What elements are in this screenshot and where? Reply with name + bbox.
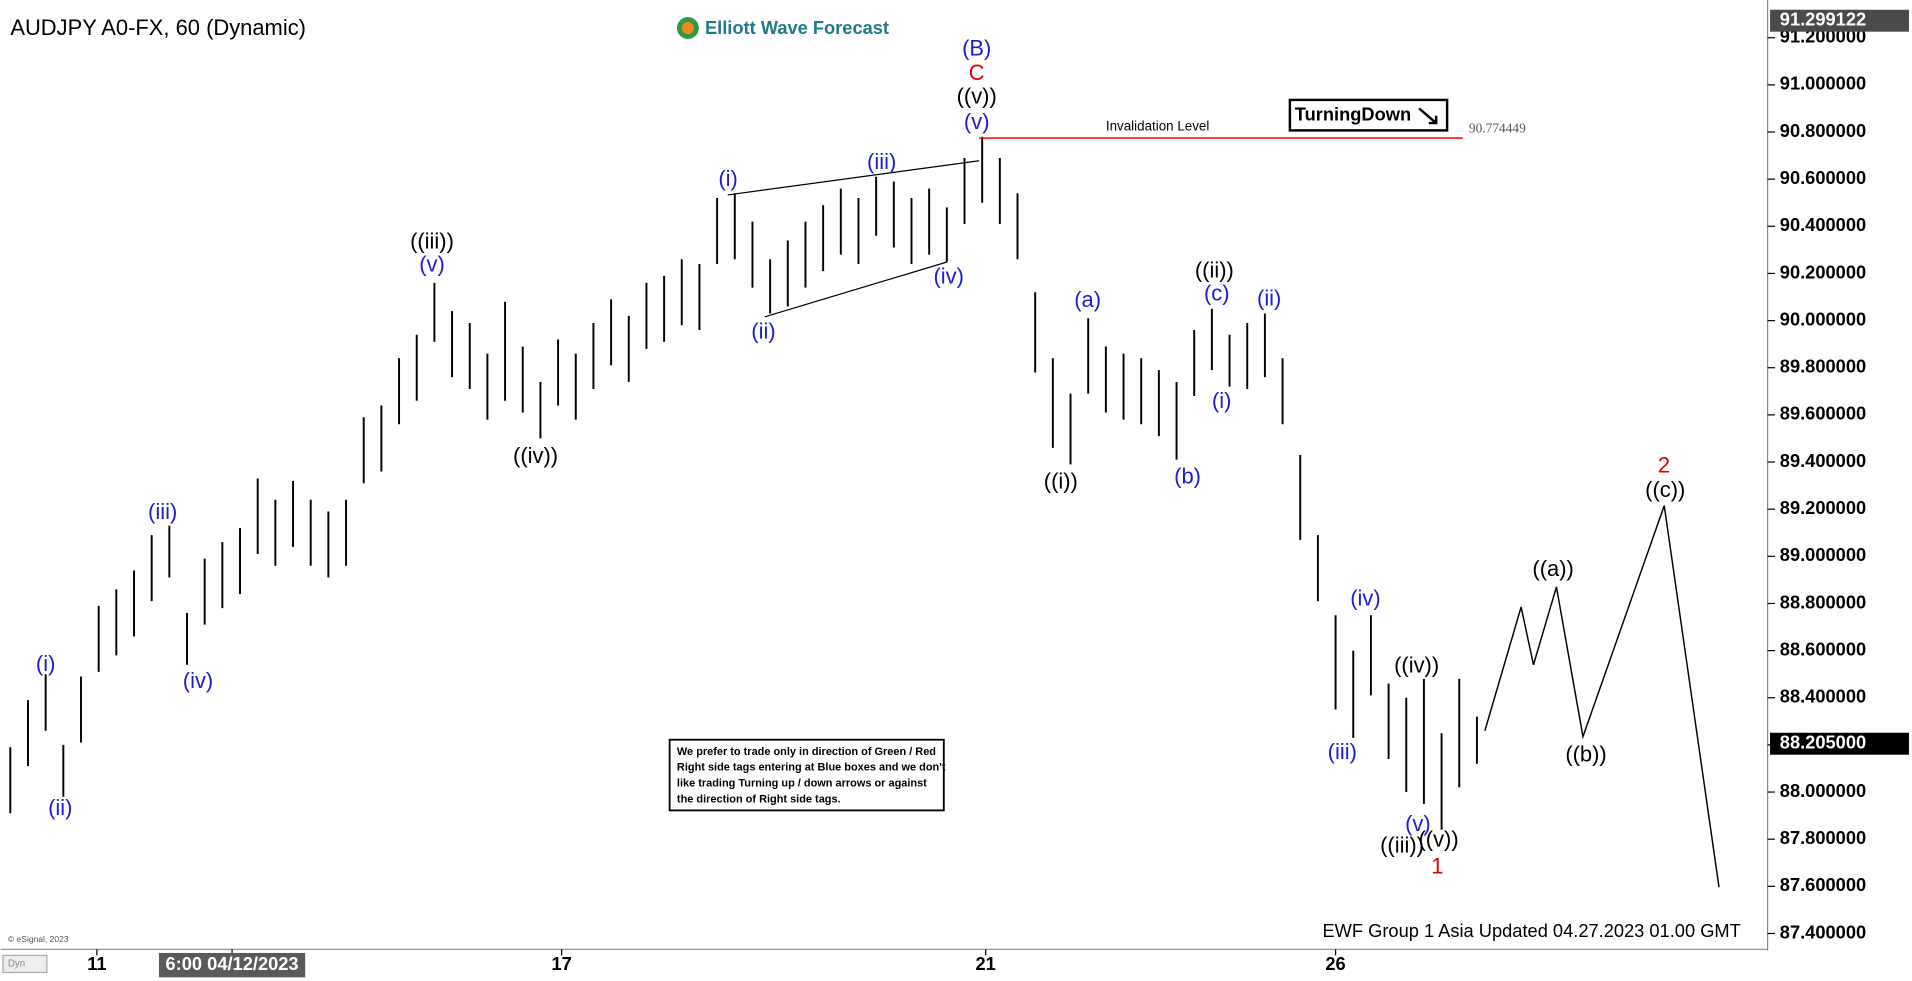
wave-label: (ii) <box>1257 286 1281 311</box>
wave-label: 2 <box>1658 453 1670 478</box>
wave-label: (ii) <box>751 318 775 343</box>
projection-line <box>1484 505 1720 888</box>
badge-arrow <box>1418 107 1438 125</box>
corner-box <box>2 954 48 974</box>
wave-label: ((v)) <box>957 83 997 108</box>
footer: EWF Group 1 Asia Updated 04.27.2023 01.0… <box>1322 920 1740 941</box>
wave-label: (ii) <box>48 795 72 820</box>
y-tick-label: 89.600000 <box>1780 403 1866 424</box>
wave-label: ((i)) <box>1044 468 1078 493</box>
chart-title: AUDJPY A0-FX, 60 (Dynamic) <box>10 15 306 40</box>
y-tick-label: 89.200000 <box>1780 497 1866 518</box>
badge-box <box>1288 98 1449 132</box>
wave-label: (iv) <box>183 668 213 693</box>
wave-label: ((a)) <box>1532 556 1573 581</box>
x-tick-label: 11 <box>87 953 106 974</box>
wave-label: ((iii)) <box>410 228 454 253</box>
y-tick-label: 91.000000 <box>1780 73 1866 94</box>
wave-label: ((iii)) <box>1380 833 1424 858</box>
wave-label: ((iv)) <box>1394 652 1439 677</box>
y-tick-label: 87.400000 <box>1780 921 1866 942</box>
x-tick-label: 17 <box>551 953 571 974</box>
wave-label: (i) <box>36 651 55 676</box>
y-tick-label: 90.600000 <box>1780 167 1866 188</box>
wave-label: ((c)) <box>1645 477 1685 502</box>
x-tick-highlight <box>158 952 306 978</box>
note: We prefer to trade only in direction of … <box>668 738 946 812</box>
corner-label: Dyn <box>8 959 25 970</box>
y-tick-label: 90.200000 <box>1780 261 1866 282</box>
wave-label: (iv) <box>1350 585 1380 610</box>
x-tick-label: 21 <box>976 953 996 974</box>
y-tick-label: 88.800000 <box>1780 591 1866 612</box>
wave-label: (v) <box>419 251 445 276</box>
wedge-line <box>764 261 948 318</box>
note-box <box>668 738 945 812</box>
note-line: the direction of Right side tags. <box>677 793 841 805</box>
wave-label: ((b)) <box>1565 741 1606 766</box>
note-line: like trading Turning up / down arrows or… <box>677 777 927 789</box>
y-tick-label: 88.000000 <box>1780 780 1866 801</box>
wave-label: ((iv)) <box>513 443 558 468</box>
wave-label: (c) <box>1204 281 1230 306</box>
badge-text: TurningDown <box>1295 104 1411 125</box>
y-tick-label: 90.400000 <box>1780 214 1866 235</box>
wave-label: (a) <box>1074 287 1101 312</box>
logo-icon-inner <box>681 21 694 35</box>
wave-label: (iii) <box>867 149 896 174</box>
wave-label: (i) <box>1212 388 1231 413</box>
logo-text: Elliott Wave Forecast <box>705 17 889 38</box>
note-line: Right side tags entering at Blue boxes a… <box>677 762 946 774</box>
wave-label: 1 <box>1431 853 1443 878</box>
price-tag-box <box>1770 9 1909 32</box>
wedge-line <box>727 160 980 196</box>
logo: Elliott Wave Forecast <box>676 17 889 39</box>
y-tick-label: 90.800000 <box>1780 120 1866 141</box>
note-line: We prefer to trade only in direction of … <box>677 746 936 758</box>
price-bars <box>9 136 1478 830</box>
wave-label: (iii) <box>1328 739 1357 764</box>
price-tag-box <box>1770 732 1909 755</box>
y-tick-label: 90.000000 <box>1780 308 1866 329</box>
price-tag-label: 88.205000 <box>1780 732 1866 753</box>
y-tick-label: 89.400000 <box>1780 450 1866 471</box>
badge: TurningDown <box>1288 98 1449 132</box>
wave-label: ((v)) <box>1418 827 1458 852</box>
wave-label: (B) <box>962 36 991 61</box>
wave-label: ((ii)) <box>1195 258 1234 283</box>
x-tick-label: 6:00 04/12/2023 <box>166 953 299 974</box>
wave-label: C <box>969 60 985 85</box>
wave-label: (iv) <box>933 264 963 289</box>
wave-label: (b) <box>1174 464 1201 489</box>
y-tick-label: 88.600000 <box>1780 638 1866 659</box>
y-tick-label: 88.400000 <box>1780 686 1866 707</box>
y-tick-label: 89.800000 <box>1780 356 1866 377</box>
copyright: © eSignal, 2023 <box>8 934 69 944</box>
invalidation-name: Invalidation Level <box>1106 119 1210 134</box>
wave-label: (iii) <box>148 499 177 524</box>
wave-label: (v) <box>1405 811 1431 836</box>
wave-label: (v) <box>964 109 990 134</box>
y-tick-label: 89.000000 <box>1780 544 1866 565</box>
x-tick-label: 26 <box>1325 953 1345 974</box>
price-tag-label: 91.299122 <box>1780 9 1866 30</box>
wave-label: (i) <box>718 166 737 191</box>
y-tick-label: 87.800000 <box>1780 827 1866 848</box>
invalidation-value: 90.774449 <box>1469 121 1526 136</box>
y-tick-label: 87.600000 <box>1780 874 1866 895</box>
